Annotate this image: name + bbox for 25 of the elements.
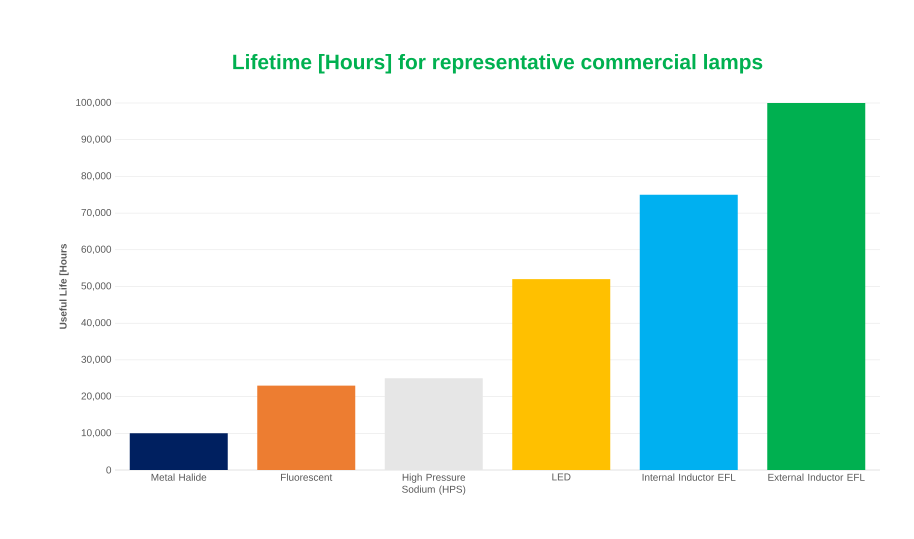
y-tick-label: 10,000	[82, 429, 112, 438]
x-tick-label: LED	[552, 474, 570, 480]
y-tick-label: 60,000	[82, 246, 112, 254]
y-tick-label: 50,000	[81, 282, 112, 291]
y-axis-title: Useful Life [Hours	[59, 244, 69, 329]
y-tick-label: 30,000	[81, 356, 112, 364]
y-tick-label: 80,000	[81, 172, 112, 181]
bar	[512, 279, 610, 470]
chart-title: Lifetime [Hours] for representative commercial lamps	[233, 54, 762, 74]
y-tick-label: 90,000	[81, 136, 112, 144]
bar	[640, 194, 738, 470]
y-tick-label: 40,000	[81, 319, 112, 328]
y-tick-label: 100,000	[76, 98, 112, 108]
bar	[767, 102, 866, 470]
x-tick-label: Internal Inductor EFL	[642, 474, 736, 481]
bar	[130, 433, 228, 470]
bar	[257, 386, 356, 470]
x-tick-label: Metal Halide	[152, 474, 206, 481]
bar	[384, 378, 483, 470]
y-tick-label: 20,000	[82, 392, 112, 401]
y-tick-label: 70,000	[82, 208, 112, 218]
x-tick-label: Fluorescent	[281, 474, 332, 481]
y-tick-label: 0	[106, 466, 112, 474]
x-tick-label: High Pressure Sodium (HPS)	[402, 474, 466, 495]
x-tick-label: External Inductor EFL	[768, 474, 865, 481]
